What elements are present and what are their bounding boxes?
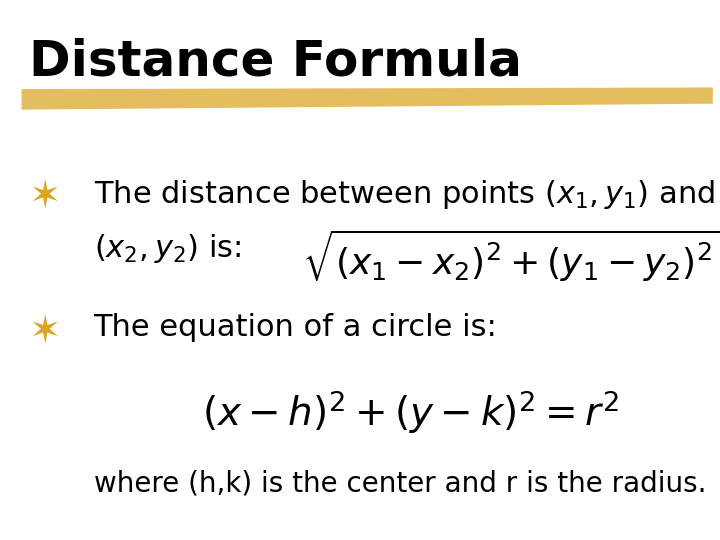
Text: where (h,k) is the center and r is the radius.: where (h,k) is the center and r is the r… — [94, 470, 706, 498]
Text: Distance Formula: Distance Formula — [29, 38, 522, 86]
Text: The distance between points $(x_1, y_1)$ and: The distance between points $(x_1, y_1)$… — [94, 178, 715, 211]
Text: $(x-h)^2 + (y-k)^2 = r^2$: $(x-h)^2 + (y-k)^2 = r^2$ — [202, 389, 618, 436]
Text: $\sqrt{(x_1 - x_2)^2 + (y_1 - y_2)^2}$: $\sqrt{(x_1 - x_2)^2 + (y_1 - y_2)^2}$ — [302, 227, 720, 284]
Text: The equation of a circle is:: The equation of a circle is: — [94, 313, 498, 342]
Text: ✶: ✶ — [29, 313, 61, 351]
Text: $(x_2, y_2)$ is:: $(x_2, y_2)$ is: — [94, 232, 240, 265]
Polygon shape — [22, 87, 713, 110]
Text: ✶: ✶ — [29, 178, 61, 216]
